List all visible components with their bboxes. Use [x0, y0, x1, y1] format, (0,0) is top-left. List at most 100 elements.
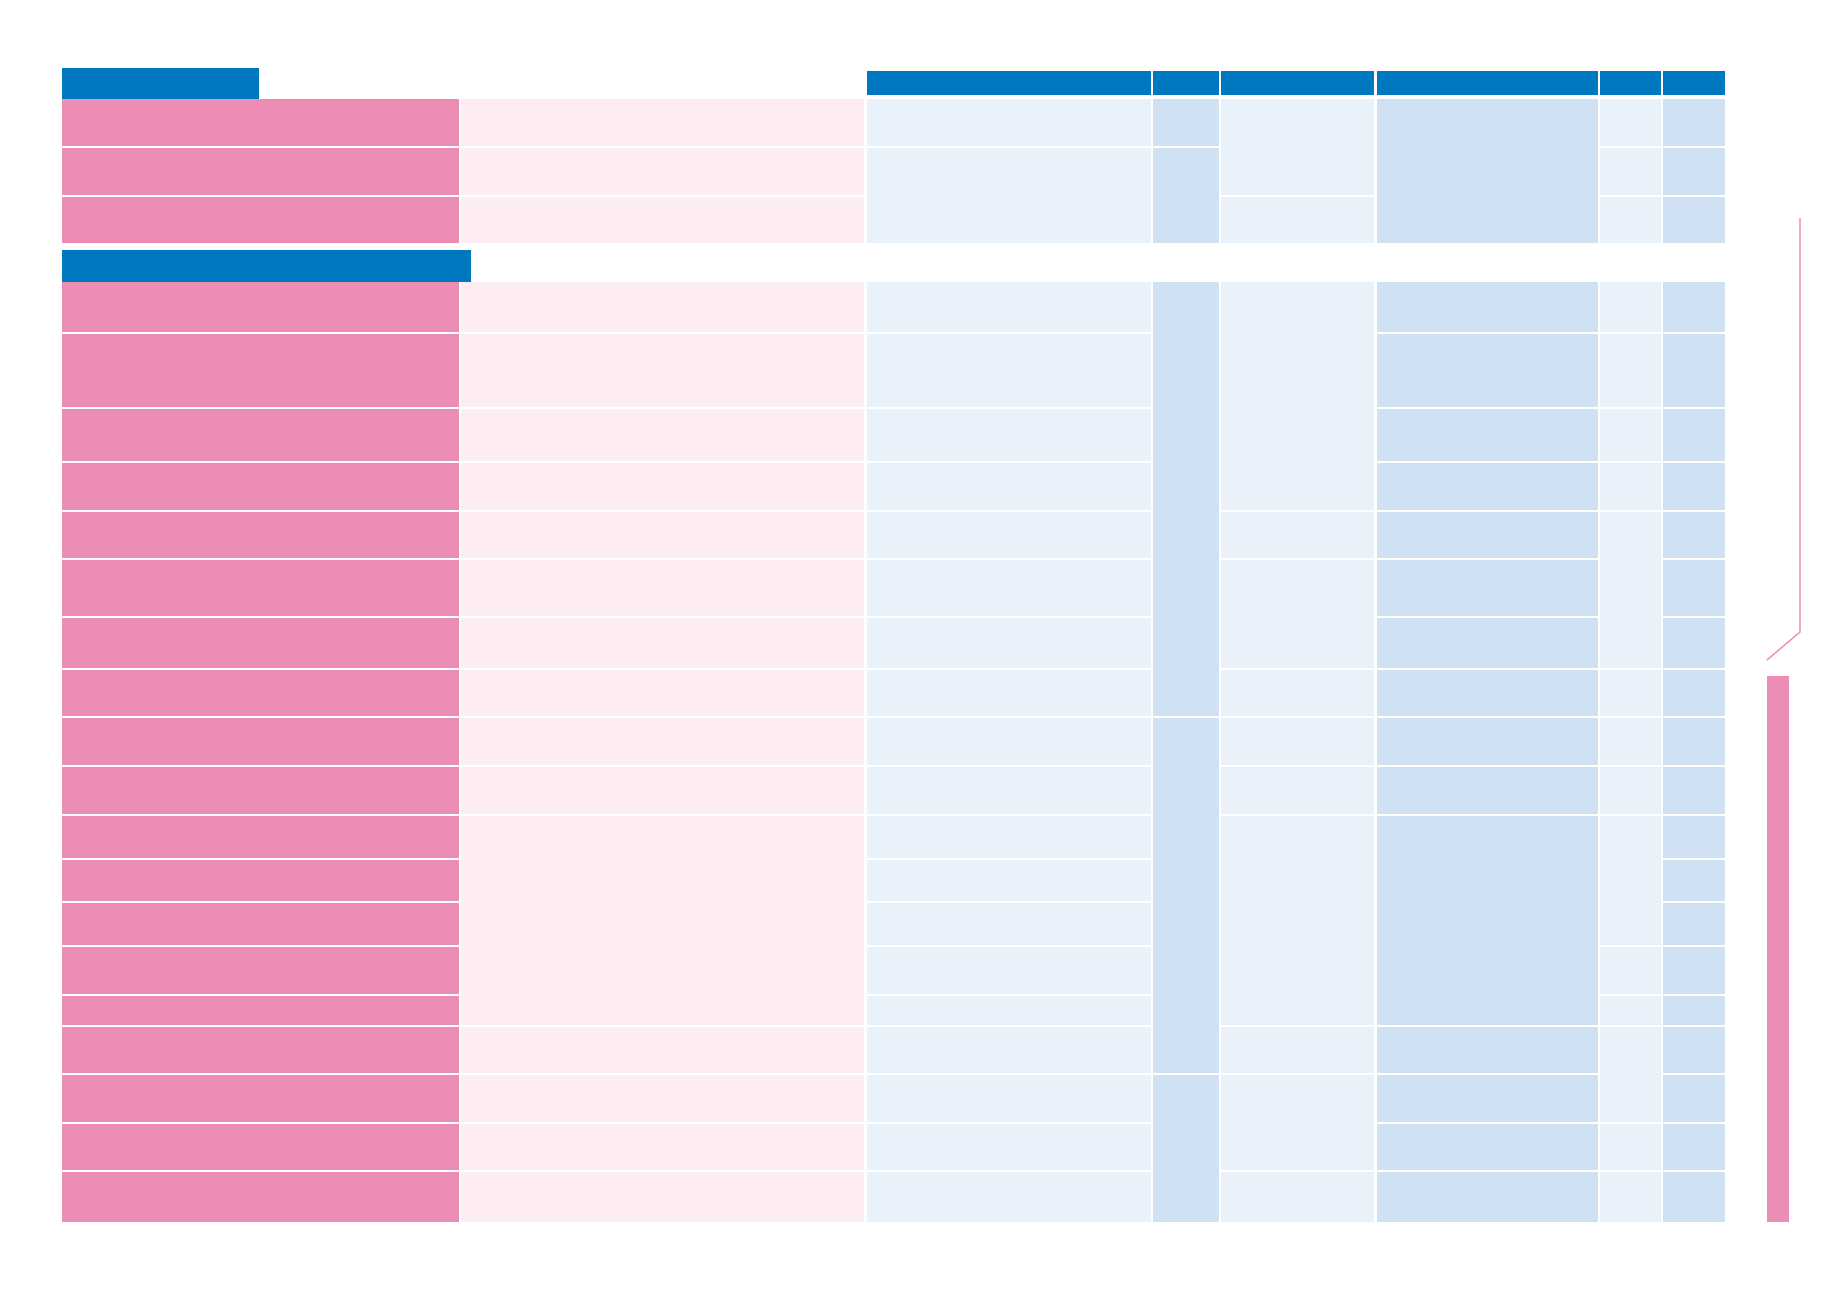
- side-tab: [1767, 676, 1789, 1222]
- table-cell: [1600, 334, 1661, 407]
- row-description: [461, 409, 864, 461]
- table-cell: [1600, 99, 1661, 146]
- table-cell: [1221, 1172, 1374, 1222]
- row-description: [461, 618, 864, 668]
- table-cell: [1377, 718, 1598, 765]
- table-cell: [867, 334, 1151, 407]
- table-cell: [1221, 670, 1374, 716]
- row-label: [62, 334, 459, 407]
- row-label: [62, 1075, 459, 1122]
- table-cell: [1600, 1027, 1661, 1122]
- table-cell: [1663, 1027, 1725, 1073]
- table-cell: [1377, 99, 1598, 243]
- table-cell: [1221, 1027, 1374, 1073]
- row-description: [461, 334, 864, 407]
- table-cell: [1600, 718, 1661, 765]
- table-cell: [1663, 670, 1725, 716]
- table-cell: [867, 860, 1151, 901]
- table-cell: [1663, 767, 1725, 814]
- table-cell: [1663, 197, 1725, 243]
- table-cell: [1600, 463, 1661, 510]
- table-cell: [1663, 996, 1725, 1025]
- row-label: [62, 463, 459, 510]
- row-label: [62, 1124, 459, 1170]
- table-cell: [867, 618, 1151, 668]
- table-cell: [1377, 1027, 1598, 1073]
- row-description: [461, 767, 864, 814]
- table-cell: [1377, 1075, 1598, 1122]
- section-header-1: [62, 68, 259, 99]
- table-cell: [1153, 282, 1219, 716]
- table-cell: [1663, 816, 1725, 858]
- table-cell: [867, 1124, 1151, 1170]
- row-label: [62, 560, 459, 616]
- table-cell: [1663, 1124, 1725, 1170]
- row-label: [62, 947, 459, 994]
- row-label: [62, 670, 459, 716]
- row-description: [461, 463, 864, 510]
- row-label: [62, 512, 459, 558]
- table-cell: [1221, 512, 1374, 558]
- table-cell: [867, 903, 1151, 945]
- column-header-6: [1663, 71, 1725, 95]
- table-cell: [1663, 409, 1725, 461]
- table-cell: [1377, 512, 1598, 558]
- row-label: [62, 1027, 459, 1073]
- table-cell: [867, 670, 1151, 716]
- table-cell: [867, 816, 1151, 858]
- table-cell: [1663, 903, 1725, 945]
- column-header-1: [867, 71, 1151, 95]
- table-cell: [867, 409, 1151, 461]
- table-cell: [1221, 197, 1374, 243]
- table-cell: [867, 463, 1151, 510]
- row-description: [461, 1027, 864, 1073]
- row-description: [461, 560, 864, 616]
- table-cell: [1377, 1124, 1598, 1170]
- row-description: [461, 148, 864, 195]
- row-label: [62, 1172, 459, 1222]
- table-cell: [1221, 99, 1374, 195]
- row-label: [62, 718, 459, 765]
- column-header-3: [1221, 71, 1374, 95]
- table-cell: [867, 718, 1151, 765]
- table-cell: [1221, 1075, 1374, 1170]
- row-label: [62, 816, 459, 858]
- table-cell: [867, 996, 1151, 1025]
- table-cell: [1377, 334, 1598, 407]
- table-cell: [867, 99, 1151, 146]
- table-cell: [1663, 512, 1725, 558]
- row-label: [62, 996, 459, 1025]
- table-cell: [867, 512, 1151, 558]
- column-header-4: [1377, 71, 1598, 95]
- table-cell: [1663, 1075, 1725, 1122]
- row-label: [62, 903, 459, 945]
- table-cell: [1377, 1172, 1598, 1222]
- table-cell: [867, 1075, 1151, 1122]
- table-cell: [1663, 718, 1725, 765]
- table-cell: [867, 282, 1151, 332]
- row-label: [62, 767, 459, 814]
- table-cell: [1600, 148, 1661, 195]
- table-cell: [1221, 816, 1374, 1025]
- table-cell: [1221, 282, 1374, 510]
- table-cell: [1377, 816, 1598, 1025]
- row-description: [461, 1172, 864, 1222]
- table-cell: [1663, 618, 1725, 668]
- table-cell: [1600, 512, 1661, 668]
- table-cell: [1221, 560, 1374, 668]
- table-cell: [1153, 99, 1219, 146]
- table-cell: [867, 1027, 1151, 1073]
- row-label: [62, 860, 459, 901]
- row-description: [461, 816, 864, 1025]
- table-cell: [1663, 1172, 1725, 1222]
- table-cell: [1153, 1075, 1219, 1222]
- table-cell: [1377, 618, 1598, 668]
- section-header-2: [62, 250, 471, 282]
- row-description: [461, 99, 864, 146]
- table-cell: [1663, 860, 1725, 901]
- table-cell: [1377, 560, 1598, 616]
- row-description: [461, 282, 864, 332]
- table-cell: [867, 560, 1151, 616]
- table-cell: [1377, 409, 1598, 461]
